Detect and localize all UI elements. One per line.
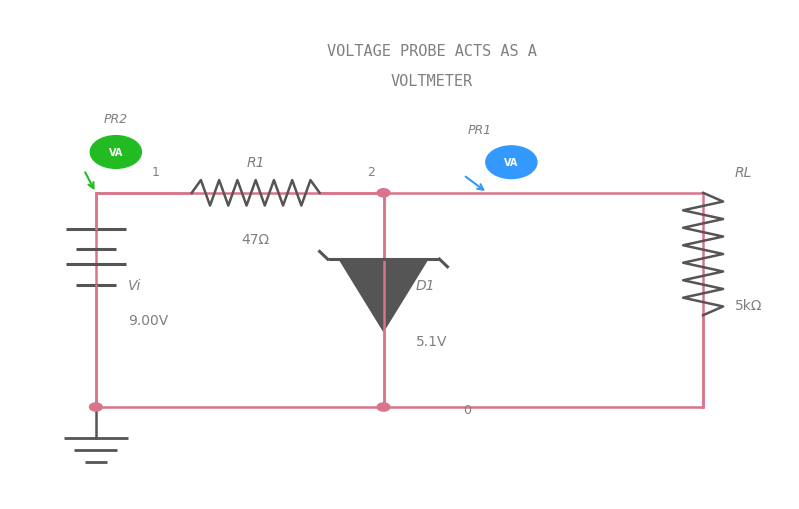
Circle shape bbox=[89, 403, 102, 411]
Polygon shape bbox=[340, 260, 427, 331]
Circle shape bbox=[377, 403, 390, 411]
Text: VA: VA bbox=[109, 148, 123, 158]
Text: R1: R1 bbox=[246, 156, 265, 170]
Text: PR2: PR2 bbox=[104, 113, 128, 126]
Text: VOLTAGE PROBE ACTS AS A: VOLTAGE PROBE ACTS AS A bbox=[327, 43, 536, 59]
Text: D1: D1 bbox=[415, 278, 435, 292]
Circle shape bbox=[90, 136, 141, 169]
Text: VOLTMETER: VOLTMETER bbox=[391, 74, 472, 89]
Text: PR1: PR1 bbox=[467, 123, 491, 136]
Circle shape bbox=[486, 147, 537, 179]
Text: 1: 1 bbox=[152, 165, 160, 178]
Text: Vi: Vi bbox=[128, 278, 141, 292]
Text: VA: VA bbox=[504, 158, 519, 168]
Text: 5kΩ: 5kΩ bbox=[735, 298, 762, 313]
Text: 9.00V: 9.00V bbox=[128, 314, 168, 328]
Text: 5.1V: 5.1V bbox=[415, 334, 447, 348]
Text: 0: 0 bbox=[463, 403, 471, 416]
Text: 47Ω: 47Ω bbox=[241, 232, 270, 246]
Text: 2: 2 bbox=[368, 165, 376, 178]
Text: RL: RL bbox=[735, 166, 753, 180]
Circle shape bbox=[377, 189, 390, 197]
